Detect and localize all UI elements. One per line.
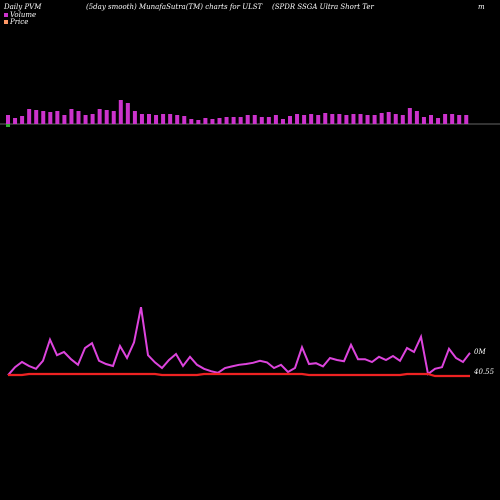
volume-bar [203, 118, 208, 124]
volume-bar [34, 110, 39, 124]
volume-bar [48, 112, 53, 124]
volume-bar [295, 114, 300, 124]
volume-bar [323, 113, 328, 124]
price-line [8, 372, 470, 378]
volume-bar [351, 114, 356, 124]
volume-bar [252, 115, 257, 124]
volume-bar [27, 109, 32, 124]
volume-bar [210, 119, 215, 124]
volume-bar [69, 109, 74, 124]
volume-bar [217, 118, 222, 124]
chart-symbol-name: (SPDR SSGA Ultra Short Ter [272, 3, 374, 11]
volume-bar [457, 115, 462, 124]
volume-bar-down [6, 124, 10, 127]
volume-bar [168, 114, 173, 124]
volume-bar [443, 114, 448, 124]
volume-bar [238, 117, 243, 124]
volume-bar [309, 114, 314, 124]
volume-bar [231, 117, 236, 124]
volume-bar [429, 115, 433, 124]
volume-bar [97, 109, 102, 124]
volume-bar [316, 115, 321, 124]
volume-bar [436, 118, 441, 124]
volume-bar [266, 117, 271, 124]
volume-bar [13, 118, 18, 124]
chart-title: Daily PVM [4, 3, 42, 11]
volume-bar [139, 114, 144, 124]
volume-bar [414, 111, 419, 124]
price-axis-label: 40.55 [473, 368, 495, 376]
volume-bar [125, 103, 130, 124]
volume-bar [450, 114, 455, 124]
volume-bar [154, 115, 159, 124]
volume-bar [147, 114, 151, 124]
volume-bar [175, 115, 180, 124]
volume-bar [161, 114, 166, 124]
volume-bar [372, 115, 377, 124]
volume-bar [245, 115, 250, 124]
volume-bar [280, 119, 285, 124]
legend-price: Price [4, 18, 28, 26]
volume-bar [6, 115, 10, 124]
volume-line [7, 307, 471, 376]
chart-symbol-name-tail: m [478, 3, 485, 11]
volume-axis-label: 0M [474, 348, 486, 356]
volume-bar [273, 115, 278, 124]
volume-bar [400, 115, 405, 124]
volume-bar [358, 114, 363, 124]
volume-bar [62, 115, 67, 124]
volume-bar [196, 120, 201, 124]
volume-bar [41, 111, 46, 124]
legend-price-swatch [4, 20, 8, 24]
legend-price-label: Price [10, 18, 29, 26]
volume-bar [386, 112, 391, 124]
volume-bar [421, 117, 426, 124]
volume-bar [76, 111, 81, 124]
legend-volume: Volume [4, 11, 36, 19]
volume-bar [344, 115, 349, 124]
legend-volume-label: Volume [10, 11, 37, 19]
volume-bar [407, 108, 412, 124]
volume-bar [464, 115, 469, 124]
volume-bar [259, 117, 264, 124]
volume-bar [111, 111, 116, 124]
volume-bar [365, 115, 370, 124]
volume-bar [20, 116, 25, 124]
volume-bar [337, 114, 342, 124]
volume-bar [55, 111, 60, 124]
volume-bar [189, 119, 194, 124]
volume-bar [224, 117, 229, 124]
volume-bar [379, 113, 384, 124]
legend-volume-swatch [4, 13, 8, 17]
volume-bar [104, 110, 109, 124]
volume-bar [288, 116, 292, 124]
volume-bar [83, 115, 88, 124]
volume-bar [302, 115, 307, 124]
volume-bar [118, 100, 123, 124]
volume-bar [90, 114, 95, 124]
volume-bar [182, 116, 187, 124]
chart-subtitle: (5day smooth) MunafaSutra(TM) charts for… [86, 3, 263, 11]
volume-bar [330, 114, 335, 124]
volume-bar [393, 114, 398, 124]
volume-bar [132, 111, 137, 124]
